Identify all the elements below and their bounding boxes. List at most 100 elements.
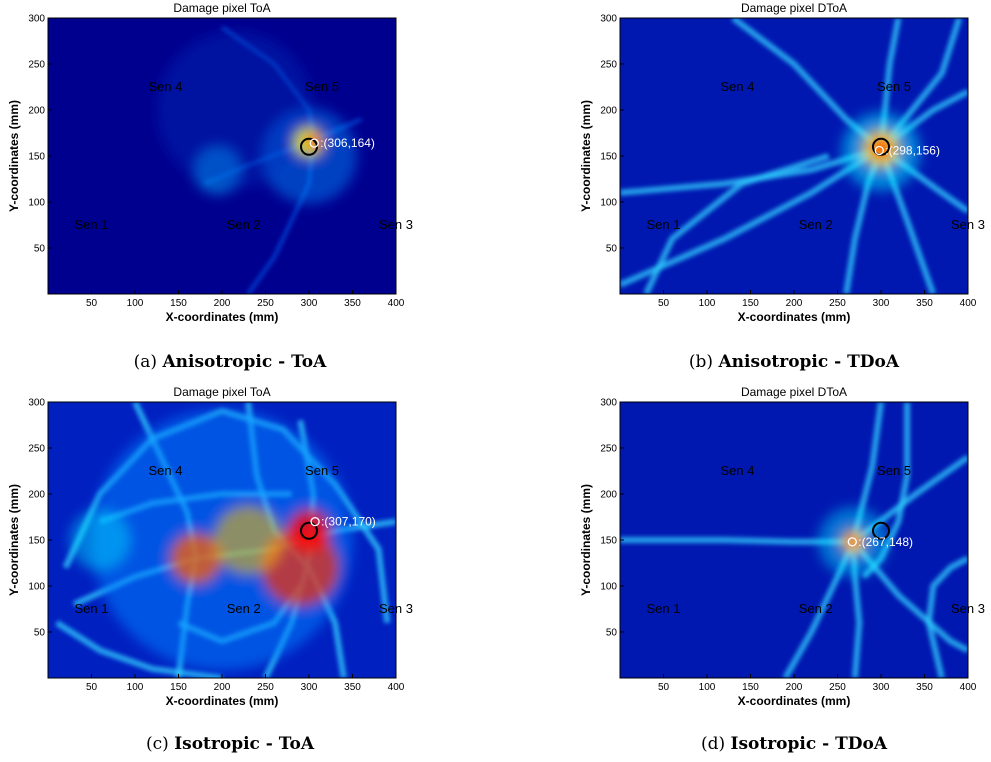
y-tick-label-a: 200 [28,106,45,117]
x-tick-label-c: 300 [301,682,318,693]
y-tick-label-a: 250 [28,60,45,71]
heatmap-blob-c-3 [213,505,283,575]
heatmap-streak-d-5 [925,555,968,678]
y-tick-label-c: 250 [28,444,45,455]
x-tick-label-b: 250 [829,298,846,309]
chart-title-b: Damage pixel DToA [741,1,847,15]
y-tick-label-b: 150 [600,152,617,163]
caption-c-text: Isotropic - ToA [174,734,315,754]
heatmap-area-c [48,402,396,678]
x-tick-label-b: 400 [960,298,977,309]
y-tick-label-b: 50 [606,244,618,255]
x-tick-label-a: 50 [86,298,98,309]
chart-panel-c: Damage pixel ToA 50 100 150 200 250 300 350 400 5… [0,384,420,724]
heatmap-streak-c-1 [55,620,223,678]
sensor-label-d-4: Sen 4 [720,463,754,478]
x-tick-label-a: 100 [127,298,144,309]
heatmap-area-a [48,18,396,294]
y-tick-label-d: 150 [600,536,617,547]
estimate-label-a: :(306,164) [320,136,375,150]
x-tick-label-a: 400 [388,298,405,309]
sensor-label-c-2: Sen 2 [227,601,261,616]
x-tick-label-d: 150 [742,682,759,693]
y-axis-label-d: Y-coordinates (mm) [579,484,593,596]
heatmap-blob-c-5 [69,509,131,571]
caption-b-id: (b) [688,352,714,372]
y-tick-label-c: 50 [34,628,46,639]
chart-title-c: Damage pixel ToA [173,385,270,399]
caption-b-text: Anisotropic - TDoA [718,352,900,372]
sensor-label-c-4: Sen 4 [148,463,182,478]
x-tick-label-b: 50 [658,298,670,309]
caption-c: (c) Isotropic - ToA [0,734,460,754]
y-tick-label-d: 300 [600,398,617,409]
sensor-label-d-2: Sen 2 [799,601,833,616]
caption-d: (d) Isotropic - TDoA [564,734,991,754]
true-damage-marker-c [300,521,318,540]
chart-panel-d: Damage pixel DToA 50 100 150 200 250 300 350 400… [572,384,991,724]
sensor-label-d-3: Sen 3 [951,601,985,616]
x-tick-label-b: 350 [916,298,933,309]
x-axis-label-b: X-coordinates (mm) [738,310,851,324]
x-tick-label-c: 50 [86,682,98,693]
y-tick-label-a: 300 [28,14,45,25]
estimate-marker-b [874,145,884,156]
y-tick-label-a: 100 [28,198,45,209]
caption-a: (a) Anisotropic - ToA [0,352,460,372]
x-tick-label-c: 400 [388,682,405,693]
estimate-label-d: :(267,148) [858,535,913,549]
caption-b: (b) Anisotropic - TDoA [564,352,991,372]
caption-d-id: (d) [700,734,726,754]
chart-panel-b: Damage pixel DToA 50 100 150 200 250 300 350 400… [572,0,991,340]
y-tick-label-b: 250 [600,60,617,71]
sensor-label-b-1: Sen 1 [647,217,681,232]
sensor-label-d-5: Sen 5 [877,463,911,478]
y-tick-label-d: 50 [606,628,618,639]
heatmap-blob-a-2 [156,31,314,189]
sensor-label-b-5: Sen 5 [877,79,911,94]
x-tick-label-b: 100 [699,298,716,309]
y-axis-label-b: Y-coordinates (mm) [579,100,593,212]
sensor-label-b-3: Sen 3 [951,217,985,232]
x-tick-label-a: 250 [257,298,274,309]
y-axis-label-a: Y-coordinates (mm) [7,100,21,212]
chart-c: Damage pixel ToA 50 100 150 200 250 300 350 400 5… [7,385,413,708]
sensor-label-c-3: Sen 3 [379,601,413,616]
x-tick-label-a: 150 [170,298,187,309]
x-tick-label-c: 350 [344,682,361,693]
y-tick-label-d: 250 [600,444,617,455]
heatmap-area-d [620,402,968,678]
caption-a-id: (a) [133,352,158,372]
heatmap-blob-c-4 [287,509,331,553]
x-tick-label-d: 400 [960,682,977,693]
x-tick-label-d: 300 [873,682,890,693]
x-tick-label-a: 200 [214,298,231,309]
chart-d: Damage pixel DToA 50 100 150 200 250 300 350 400… [579,385,985,708]
x-axis-label-a: X-coordinates (mm) [166,310,279,324]
caption-a-text: Anisotropic - ToA [162,352,327,372]
sensor-label-b-4: Sen 4 [720,79,754,94]
heatmap-streak-b-0 [620,88,968,288]
x-tick-label-d: 50 [658,682,670,693]
heatmap-area-b [620,18,968,294]
heatmap-streak-d-3 [850,539,968,654]
x-tick-label-a: 300 [301,298,318,309]
x-tick-label-d: 350 [916,682,933,693]
chart-a: Damage pixel ToA 50 100 150 200 250 300 350 400 5… [7,1,413,324]
x-axis-label-c: X-coordinates (mm) [166,694,279,708]
sensor-label-c-1: Sen 1 [75,601,109,616]
chart-title-a: Damage pixel ToA [173,1,270,15]
x-tick-label-b: 150 [742,298,759,309]
sensor-label-a-5: Sen 5 [305,79,339,94]
x-tick-label-d: 200 [786,682,803,693]
x-tick-label-b: 300 [873,298,890,309]
heatmap-blob-c-1 [169,532,222,585]
sensor-label-d-1: Sen 1 [647,601,681,616]
sensor-label-a-4: Sen 4 [148,79,182,94]
y-tick-label-a: 50 [34,244,46,255]
y-tick-label-a: 150 [28,152,45,163]
x-tick-label-b: 200 [786,298,803,309]
caption-d-text: Isotropic - TDoA [730,734,888,754]
y-tick-label-d: 200 [600,490,617,501]
y-tick-label-c: 150 [28,536,45,547]
